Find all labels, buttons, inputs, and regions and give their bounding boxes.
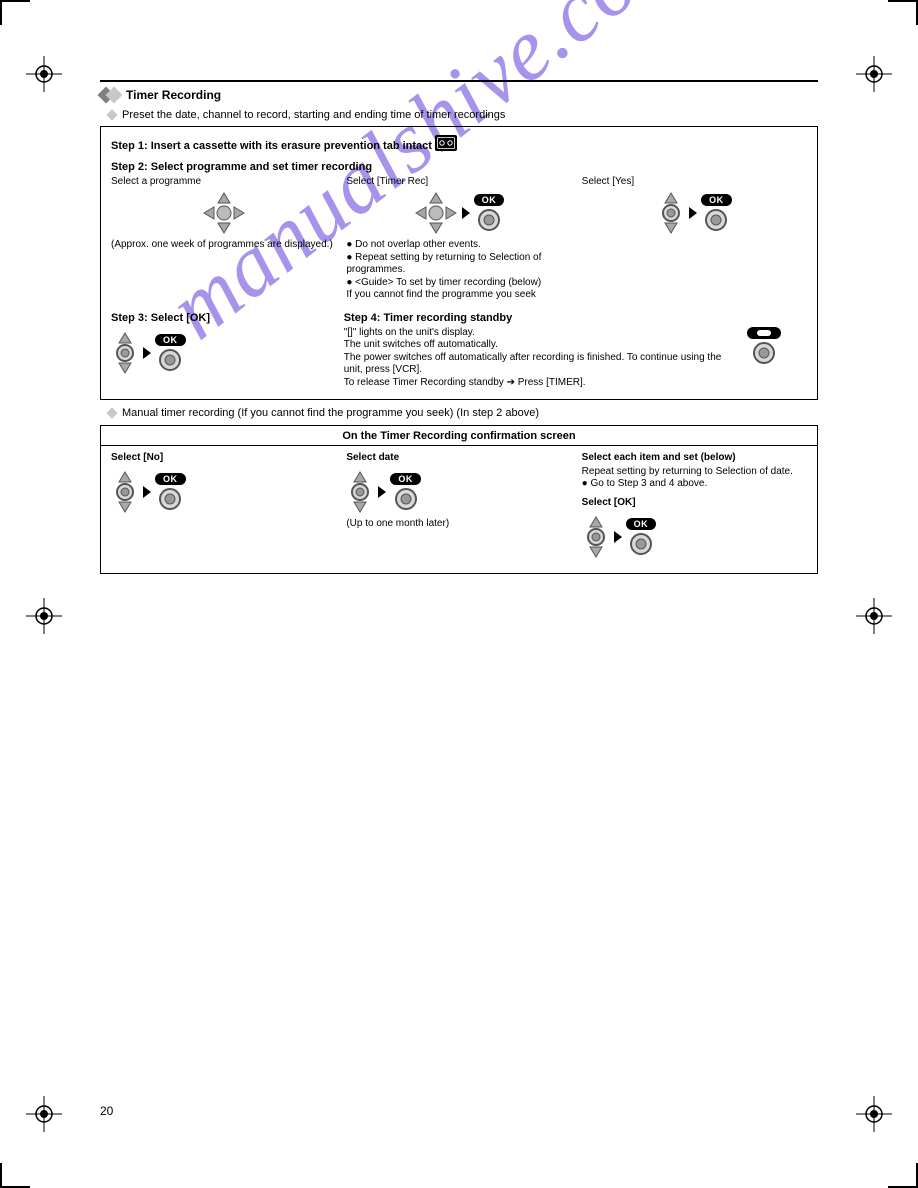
joystick-4way-group (111, 187, 336, 239)
joystick-updown-icon (582, 515, 610, 559)
box2-stepC-note: Repeat setting by returning to Selection… (582, 466, 807, 491)
registration-mark-icon (856, 598, 892, 634)
step2-title: Step 2: Select programme and set timer r… (111, 161, 807, 173)
joystick-updown-icon (657, 191, 685, 235)
crop-mark-tl (0, 0, 60, 40)
arrow-right-icon (143, 486, 151, 498)
registration-mark-icon (856, 56, 892, 92)
ok-button-icon: OK (155, 473, 186, 511)
procedure-box-1: Step 1: Insert a cassette with its erasu… (100, 126, 818, 400)
step4-note-a: "[]" lights on the unit's display. (344, 327, 737, 340)
box2-d-icons: OK (582, 511, 807, 563)
step4-note-b: The unit switches off automatically. (344, 339, 737, 352)
box2-b-icons: OK (346, 466, 571, 518)
registration-mark-icon (26, 598, 62, 634)
step1-text: Insert a cassette with its erasure preve… (151, 140, 432, 152)
procedure-box-2: On the Timer Recording confirmation scre… (100, 425, 818, 574)
step2-note2b: ● Repeat setting by returning to Selecti… (346, 252, 571, 277)
ok-button-icon: OK (701, 194, 732, 232)
box2-stepB: Select date (346, 452, 571, 463)
joystick-updown-icon (111, 331, 139, 375)
step2-col3: Select [Yes] OK (582, 176, 807, 302)
crop-mark-tr (858, 0, 918, 40)
ok-button-icon: OK (626, 518, 657, 556)
preset-intro: Preset the date, channel to record, star… (122, 108, 505, 122)
top-rule (100, 80, 818, 82)
box2-stepB-hint: (Up to one month later) (346, 518, 571, 531)
step2-note1: (Approx. one week of programmes are disp… (111, 239, 336, 252)
step4-text: Timer recording standby (383, 312, 512, 324)
joystick-4way-icon (202, 191, 246, 235)
page-number: 20 (100, 1104, 113, 1118)
step3-label: Step 3: (111, 312, 148, 324)
section-title-row: Timer Recording (100, 88, 818, 102)
step3-icons: OK (111, 327, 334, 379)
step3-title: Step 3: Select [OK] (111, 312, 334, 324)
timer-button-icon (747, 327, 781, 365)
arrow-right-icon (462, 207, 470, 219)
box2-colC: Select each item and set (below) Repeat … (582, 452, 807, 563)
arrow-right-icon (143, 347, 151, 359)
cassette-icon (435, 135, 457, 151)
box2-row: Select [No] OK Select date (111, 452, 807, 563)
box2-stepA: Select [No] (111, 452, 336, 463)
step3-col: Step 3: Select [OK] OK (111, 312, 334, 390)
arrow-right-icon (614, 531, 622, 543)
step3-text: Select [OK] (151, 312, 210, 324)
box2-a-icons: OK (111, 466, 336, 518)
step2-text: Select programme and set timer recording (151, 161, 372, 173)
bullet-icon (106, 109, 117, 120)
step2-col1: Select a programme (Approx. one week of … (111, 176, 336, 302)
joystick-4way-icon (414, 191, 458, 235)
box2-banner: On the Timer Recording confirmation scre… (111, 430, 807, 445)
step1-title: Step 1: Insert a cassette with its erasu… (111, 135, 807, 152)
manual-intro: Manual timer recording (If you cannot fi… (122, 406, 539, 420)
step2-sub1: Select a programme (111, 176, 336, 187)
crop-mark-br (858, 1148, 918, 1188)
arrow-right-icon (378, 486, 386, 498)
box2-rule (101, 445, 817, 446)
step4-note-d: To release Timer Recording standby ➔ Pre… (344, 377, 737, 390)
step4-note-c: The power switches off automatically aft… (344, 352, 737, 377)
step2-sub2: Select [Timer Rec] (346, 176, 571, 187)
step2-row: Select a programme (Approx. one week of … (111, 176, 807, 302)
arrow-right-icon (689, 207, 697, 219)
step34-row: Step 3: Select [OK] OK (111, 312, 807, 390)
step4-col: Step 4: Timer recording standby "[]" lig… (344, 312, 807, 390)
ok-button-icon: OK (474, 194, 505, 232)
registration-mark-icon (856, 1096, 892, 1132)
ok-button-icon: OK (155, 334, 186, 372)
page-content: Timer Recording Preset the date, channel… (100, 80, 818, 574)
crop-mark-bl (0, 1148, 60, 1188)
bullet-icon (106, 408, 117, 419)
ok-button-icon: OK (390, 473, 421, 511)
registration-mark-icon (26, 1096, 62, 1132)
box2-colA: Select [No] OK (111, 452, 336, 563)
step2-sub3: Select [Yes] (582, 176, 807, 187)
preset-intro-line: Preset the date, channel to record, star… (108, 108, 818, 122)
title-bullets-icon (100, 89, 120, 101)
section-title: Timer Recording (126, 88, 221, 102)
registration-mark-icon (26, 56, 62, 92)
joystick-2-ok-group: OK (582, 187, 807, 239)
manual-intro-line: Manual timer recording (If you cannot fi… (108, 406, 818, 420)
step4-title: Step 4: Timer recording standby (344, 312, 807, 324)
step2-col2: Select [Timer Rec] OK ● Do no (346, 176, 571, 302)
joystick-ok-group: OK (346, 187, 571, 239)
step4-label: Step 4: (344, 312, 381, 324)
box2-stepC: Select each item and set (below) (582, 452, 807, 463)
step2-note2c: ● <Guide> To set by timer recording (bel… (346, 277, 571, 302)
joystick-updown-icon (111, 470, 139, 514)
box2-colB: Select date OK (Up to one month later) (346, 452, 571, 563)
step2-note2a: ● Do not overlap other events. (346, 239, 571, 252)
box2-stepD: Select [OK] (582, 497, 807, 508)
step1-label: Step 1: (111, 140, 148, 152)
joystick-updown-icon (346, 470, 374, 514)
step2-label: Step 2: (111, 161, 148, 173)
